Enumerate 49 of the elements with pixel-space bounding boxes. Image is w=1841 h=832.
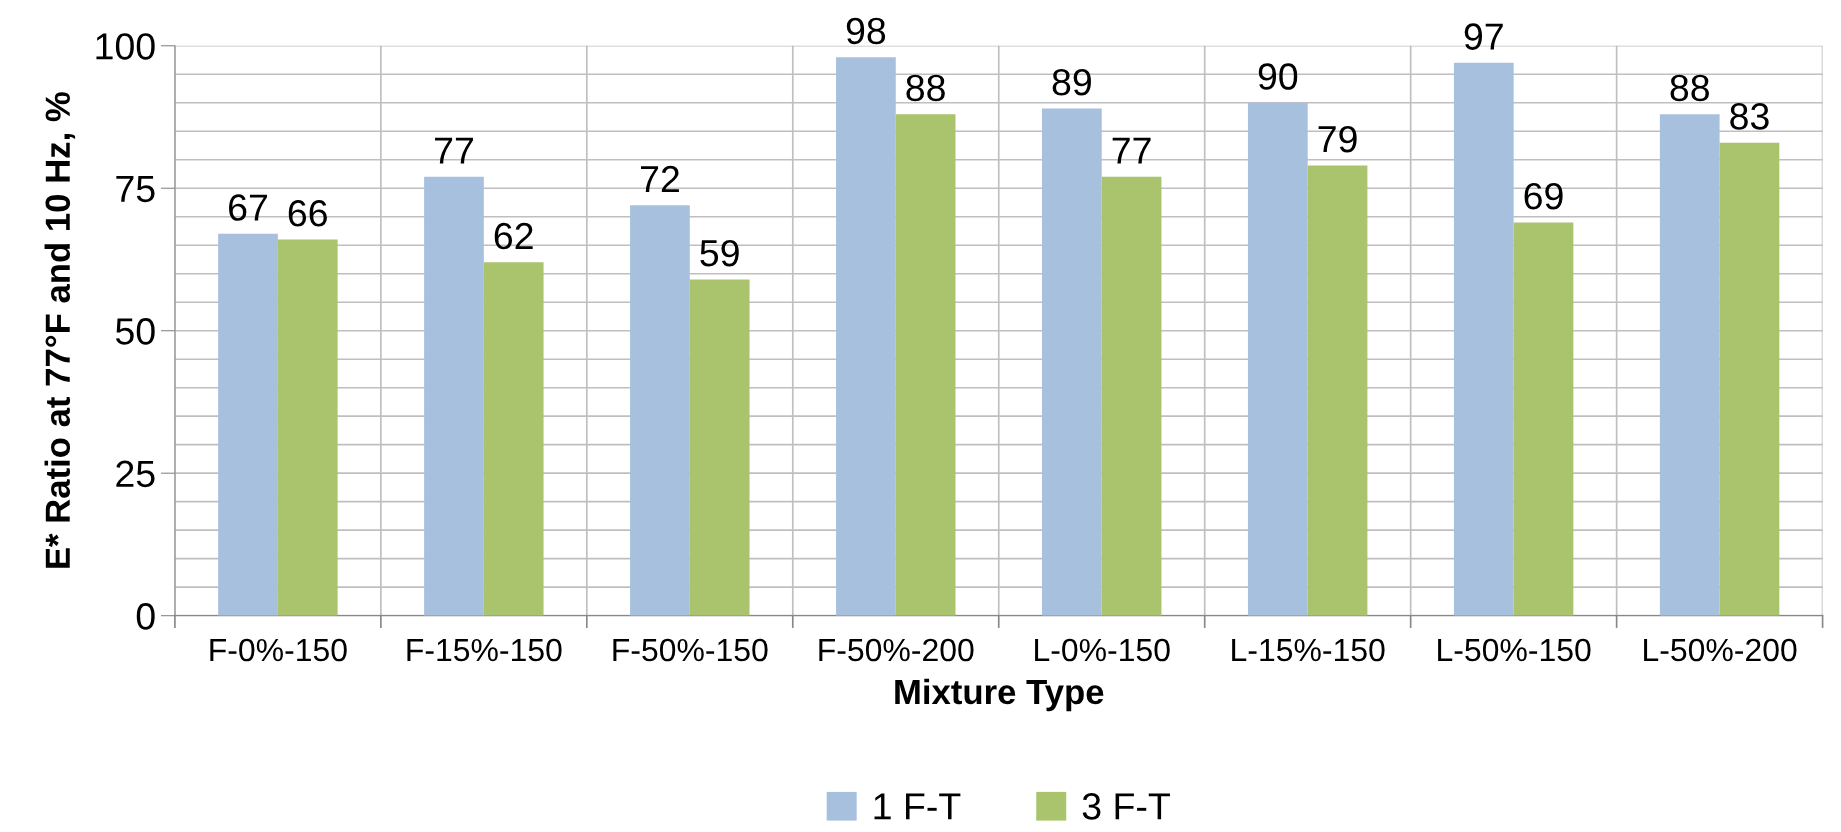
data-label: 98 xyxy=(846,17,886,45)
x-tick-label: F-0%-150 xyxy=(210,638,347,662)
bar xyxy=(1247,102,1308,616)
bar xyxy=(1719,142,1780,616)
data-label: 89 xyxy=(1052,68,1091,96)
x-tick-label: L-50%-200 xyxy=(1644,638,1797,662)
x-tick-label: F-50%-150 xyxy=(613,638,768,662)
y-tick-label: 25 xyxy=(116,460,155,488)
bar xyxy=(895,114,956,616)
data-label: 62 xyxy=(494,222,533,250)
x-tick-label: F-50%-200 xyxy=(819,638,974,662)
bar xyxy=(1513,222,1574,616)
data-label: 72 xyxy=(641,165,679,192)
bar xyxy=(689,279,750,616)
data-label: 59 xyxy=(700,239,739,267)
y-tick-label: 75 xyxy=(116,176,155,203)
bar xyxy=(836,57,896,616)
x-tick-label: L-50%-150 xyxy=(1438,638,1591,662)
bar xyxy=(277,239,338,616)
data-label: 88 xyxy=(1670,74,1709,102)
bar xyxy=(1453,62,1514,616)
bar xyxy=(630,205,690,616)
bar xyxy=(1659,114,1720,616)
y-axis-title: E* Ratio at 77°F and 10 Hz, % xyxy=(44,92,76,568)
x-tick-label: F-15%-150 xyxy=(407,638,562,662)
x-tick-label: L-0%-150 xyxy=(1035,638,1170,662)
data-label: 77 xyxy=(435,137,473,164)
data-label: 66 xyxy=(288,200,327,227)
bar xyxy=(424,176,484,616)
data-label: 69 xyxy=(1524,182,1563,210)
bar xyxy=(218,233,278,616)
x-tick-label: L-15%-150 xyxy=(1232,638,1385,662)
data-label: 97 xyxy=(1464,23,1503,50)
data-label: 77 xyxy=(1112,137,1151,164)
y-tick-label: 100 xyxy=(96,33,155,60)
y-tick-label: 50 xyxy=(115,318,155,345)
y-tick-label: 0 xyxy=(136,603,155,630)
bar xyxy=(483,262,544,616)
data-label: 90 xyxy=(1258,63,1298,90)
legend-label: 1 F-T xyxy=(874,793,961,820)
legend-label: 3 F-T xyxy=(1082,793,1170,820)
bar xyxy=(1307,165,1368,616)
bar xyxy=(1041,108,1102,616)
x-axis-title: Mixture Type xyxy=(895,678,1104,712)
data-label: 88 xyxy=(906,74,945,102)
bar xyxy=(1101,176,1162,616)
data-label: 83 xyxy=(1730,103,1769,130)
data-label: 79 xyxy=(1318,125,1357,153)
data-label: 67 xyxy=(229,194,267,221)
